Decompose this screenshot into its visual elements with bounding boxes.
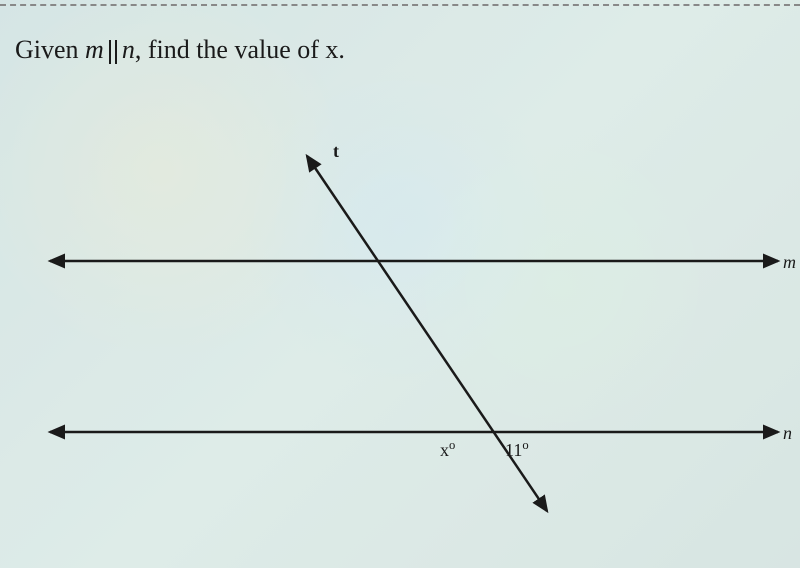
angle-11-label: 11o (505, 438, 529, 461)
label-t: t (333, 141, 339, 162)
geometry-diagram (0, 0, 800, 568)
angle-x-label: xo (440, 438, 455, 461)
label-n: n (783, 423, 792, 444)
label-m: m (783, 252, 796, 273)
